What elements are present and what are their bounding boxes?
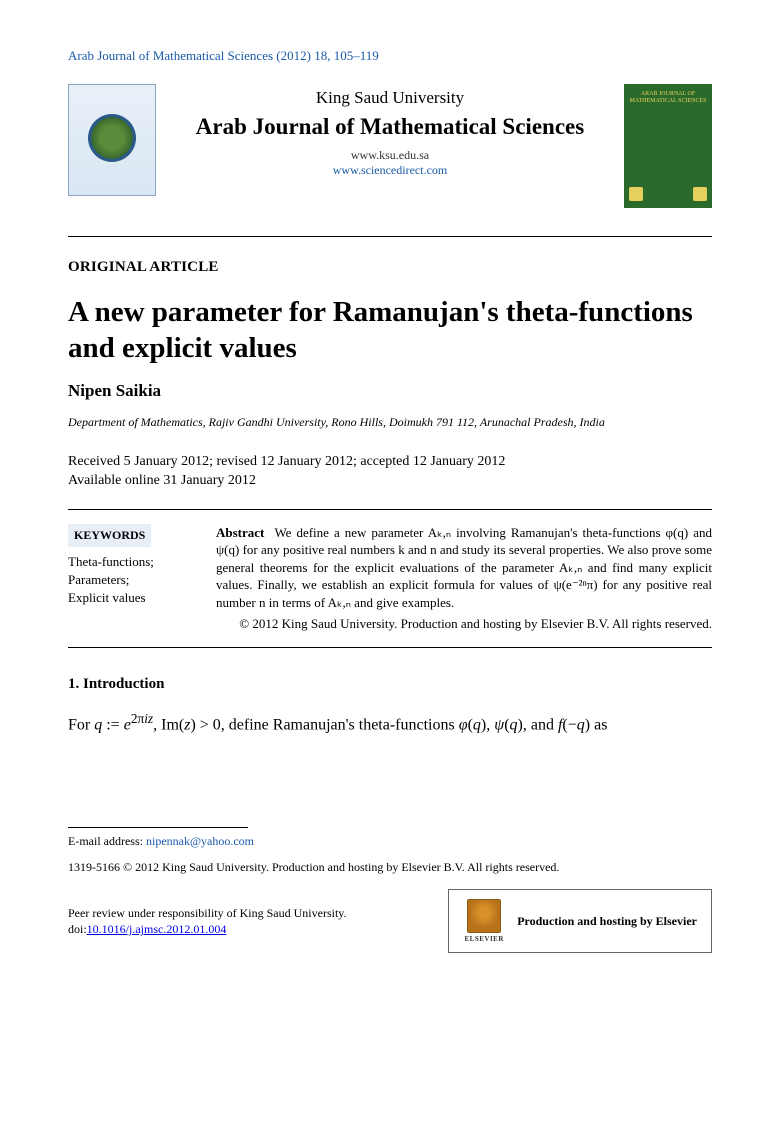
university-name: King Saud University: [164, 88, 616, 108]
hosting-text: Production and hosting by Elsevier: [517, 914, 697, 929]
online-line: Available online 31 January 2012: [68, 471, 712, 491]
doi-link[interactable]: 10.1016/j.ajmsc.2012.01.004: [87, 922, 227, 936]
article-dates: Received 5 January 2012; revised 12 Janu…: [68, 452, 712, 491]
elsevier-tree-icon: [467, 899, 501, 933]
received-line: Received 5 January 2012; revised 12 Janu…: [68, 452, 712, 472]
cover-icon-left: [629, 187, 643, 201]
issn-copyright: 1319-5166 © 2012 King Saud University. P…: [68, 859, 712, 875]
copyright-line: © 2012 King Saud University. Production …: [216, 615, 712, 633]
sciencedirect-url[interactable]: www.sciencedirect.com: [164, 163, 616, 178]
cover-icons: [629, 187, 707, 201]
journal-cover-thumbnail: ARAB JOURNAL OF MATHEMATICAL SCIENCES: [624, 84, 712, 208]
doi-label: doi:: [68, 922, 87, 936]
abstract-block: KEYWORDS Theta-functions; Parameters; Ex…: [68, 509, 712, 648]
author-name: Nipen Saikia: [68, 381, 712, 401]
section-1-heading: 1. Introduction: [68, 676, 712, 693]
keywords-column: KEYWORDS Theta-functions; Parameters; Ex…: [68, 524, 216, 633]
keywords-heading: KEYWORDS: [68, 524, 151, 547]
peer-review-text: Peer review under responsibility of King…: [68, 905, 388, 921]
author-affiliation: Department of Mathematics, Rajiv Gandhi …: [68, 415, 712, 430]
citation-line: Arab Journal of Mathematical Sciences (2…: [68, 48, 712, 64]
article-type: ORIGINAL ARTICLE: [68, 259, 712, 276]
ksu-logo-icon: [88, 114, 136, 162]
divider: [68, 236, 712, 237]
footer: E-mail address: nipennak@yahoo.com 1319-…: [68, 827, 712, 953]
journal-banner: King Saud University Arab Journal of Mat…: [68, 84, 712, 208]
abstract-label: Abstract: [216, 525, 264, 540]
intro-paragraph: For q := e2πiz, Im(z) > 0, define Ramanu…: [68, 709, 712, 737]
email-link[interactable]: nipennak@yahoo.com: [146, 834, 254, 848]
elsevier-logo: ELSEVIER: [463, 898, 505, 944]
ksu-url[interactable]: www.ksu.edu.sa: [164, 148, 616, 163]
cover-icon-right: [693, 187, 707, 201]
keywords-list: Theta-functions; Parameters; Explicit va…: [68, 553, 198, 608]
doi-line: doi:10.1016/j.ajmsc.2012.01.004: [68, 921, 388, 937]
journal-name: Arab Journal of Mathematical Sciences: [164, 114, 616, 140]
email-line: E-mail address: nipennak@yahoo.com: [68, 834, 712, 849]
footer-row: Peer review under responsibility of King…: [68, 889, 712, 953]
hosting-box: ELSEVIER Production and hosting by Elsev…: [448, 889, 712, 953]
abstract-body: We define a new parameter Aₖ,ₙ involving…: [216, 525, 712, 610]
footer-rule: [68, 827, 248, 828]
article-title: A new parameter for Ramanujan's theta-fu…: [68, 294, 712, 367]
elsevier-word: ELSEVIER: [464, 935, 503, 943]
banner-center: King Saud University Arab Journal of Mat…: [156, 84, 624, 208]
cover-title: ARAB JOURNAL OF MATHEMATICAL SCIENCES: [629, 91, 707, 104]
email-label: E-mail address:: [68, 834, 143, 848]
peer-review-block: Peer review under responsibility of King…: [68, 905, 388, 937]
abstract-text: Abstract We define a new parameter Aₖ,ₙ …: [216, 525, 712, 610]
university-emblem: [68, 84, 156, 196]
abstract-column: Abstract We define a new parameter Aₖ,ₙ …: [216, 524, 712, 633]
page: Arab Journal of Mathematical Sciences (2…: [0, 0, 780, 993]
